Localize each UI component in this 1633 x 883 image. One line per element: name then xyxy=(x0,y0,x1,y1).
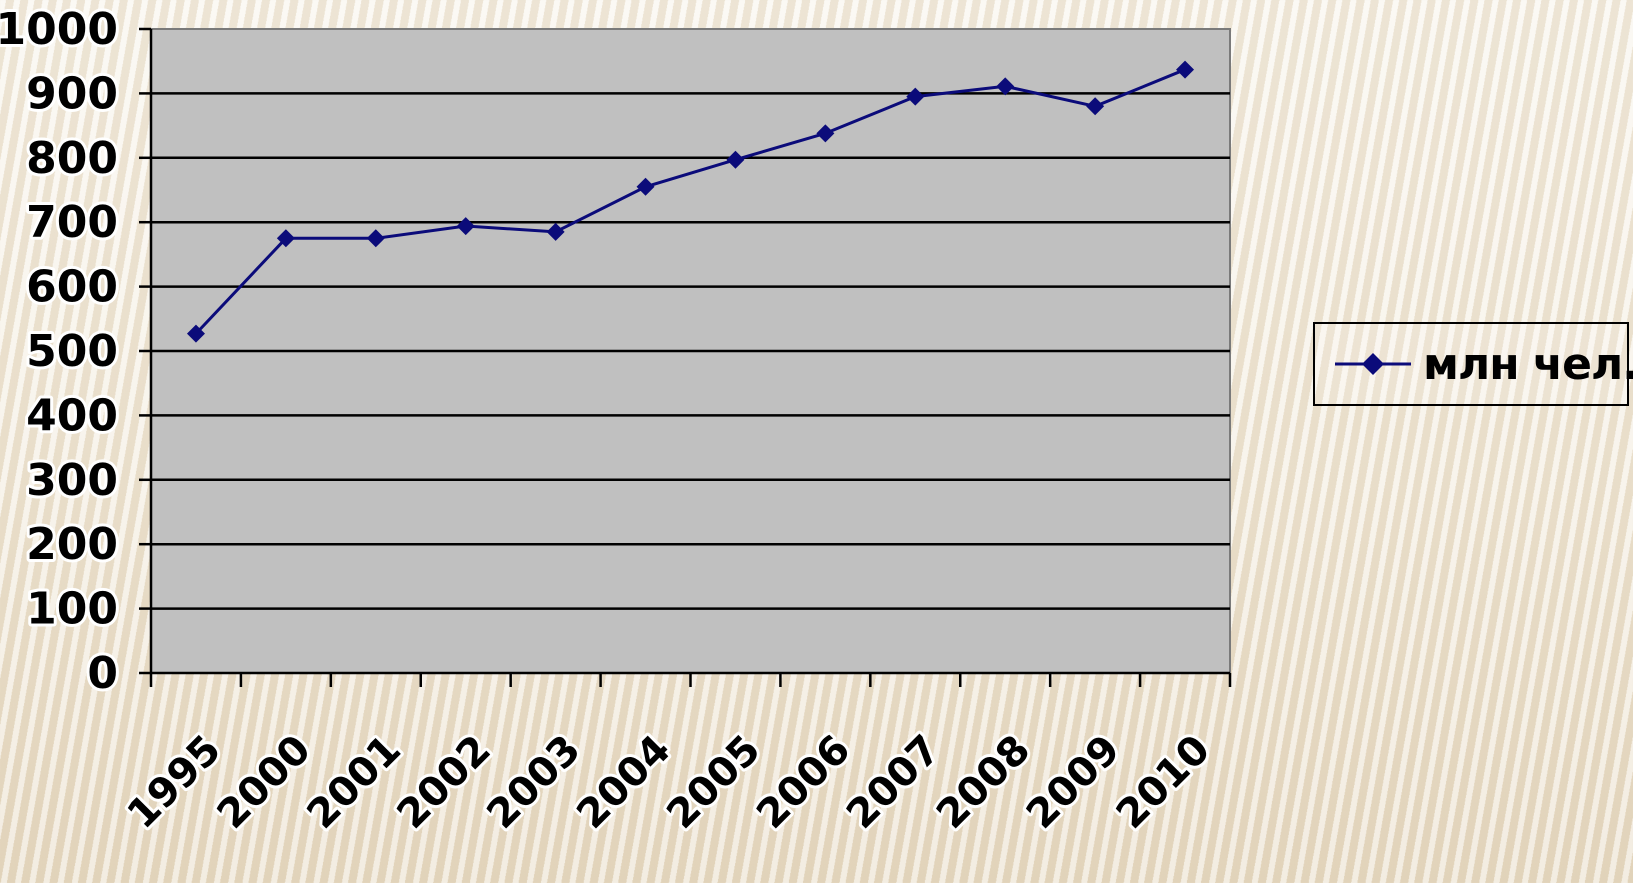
y-tick-label: 700 xyxy=(26,197,118,248)
y-tick-label: 500 xyxy=(26,326,118,377)
y-tick-label: 400 xyxy=(26,390,118,441)
gridlines xyxy=(151,92,1230,610)
x-tick-label: 2009 xyxy=(1018,727,1129,838)
y-tick-label: 800 xyxy=(26,133,118,184)
x-tick-label: 2005 xyxy=(658,727,769,838)
data-point-marker xyxy=(726,150,745,169)
data-point-marker xyxy=(1176,60,1195,79)
y-tick-label: 1000 xyxy=(0,4,118,55)
x-tick-label: 2006 xyxy=(748,727,859,838)
data-point-marker xyxy=(186,324,205,343)
data-point-marker xyxy=(816,124,835,143)
y-tick-label: 100 xyxy=(26,584,118,635)
x-tick-label: 2010 xyxy=(1108,727,1219,838)
series-line xyxy=(186,60,1195,343)
data-point-marker xyxy=(366,229,385,248)
y-tick-label: 300 xyxy=(26,455,118,506)
x-tick-label: 2008 xyxy=(928,727,1039,838)
x-tick-label: 2002 xyxy=(389,727,500,838)
y-tick-label: 600 xyxy=(26,262,118,313)
data-point-marker xyxy=(1086,97,1105,116)
x-tick-label: 2004 xyxy=(568,727,679,838)
y-tick-label: 900 xyxy=(26,68,118,119)
axes xyxy=(139,27,1232,687)
data-point-marker xyxy=(546,222,565,241)
data-point-marker xyxy=(276,229,295,248)
data-point-marker xyxy=(456,217,475,236)
y-tick-label: 0 xyxy=(87,648,118,699)
legend: млн чел. xyxy=(1313,322,1633,406)
data-point-marker xyxy=(906,87,925,106)
x-tick-label: 1995 xyxy=(119,727,230,838)
x-tick-label: 2001 xyxy=(299,727,410,838)
y-tick-label: 200 xyxy=(26,519,118,570)
series-line-path xyxy=(194,68,1186,335)
data-point-marker xyxy=(636,177,655,196)
x-axis-tick-labels: 1995200020012002200320042005200620072008… xyxy=(116,724,1222,841)
legend-label: млн чел. xyxy=(1423,338,1633,390)
data-point-marker xyxy=(996,77,1015,96)
x-tick-label: 2003 xyxy=(478,727,589,838)
legend-marker-icon xyxy=(1335,353,1411,375)
y-axis-tick-labels: 0 100 200 300 400 500 600 700 800 900 1000 xyxy=(0,1,121,702)
x-tick-label: 2000 xyxy=(209,727,320,838)
x-tick-label: 2007 xyxy=(838,727,949,838)
